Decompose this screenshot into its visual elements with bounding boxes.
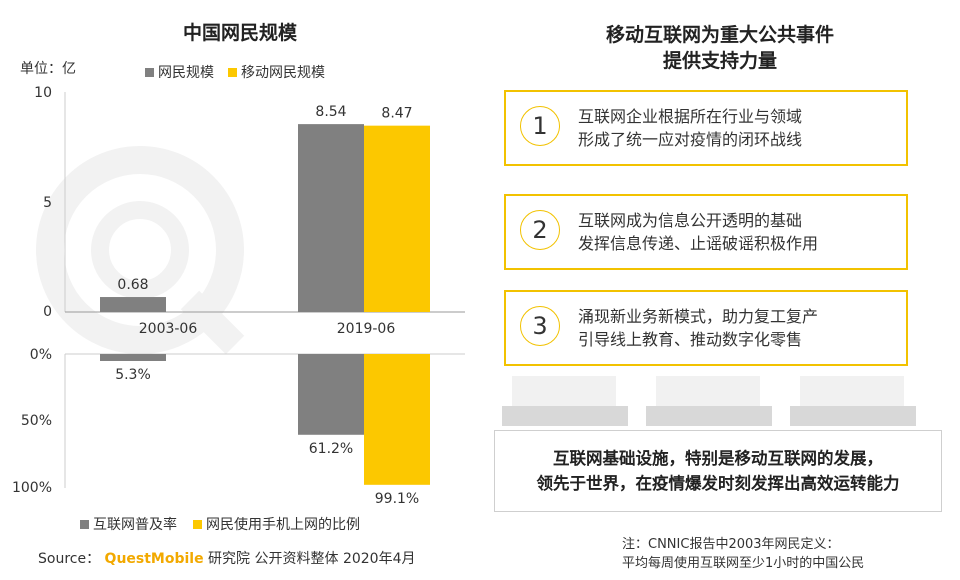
top-ytick-10: 10 bbox=[34, 85, 52, 101]
pillar-base-1 bbox=[502, 406, 628, 426]
conclusion-line2: 领先于世界，在疫情爆发时刻发挥出高效运转能力 bbox=[536, 474, 900, 493]
point-3-line1: 涌现新业务新模式，助力复工复产 bbox=[578, 307, 819, 326]
conclusion-box: 互联网基础设施，特别是移动互联网的发展， 领先于世界，在疫情爆发时刻发挥出高效运… bbox=[494, 430, 942, 512]
legend-swatch-gray-bottom bbox=[80, 519, 89, 529]
pillar-base-3 bbox=[790, 406, 916, 426]
point-text-1: 互联网企业根据所在行业与领域 形成了统一应对疫情的闭环战线 bbox=[578, 105, 802, 151]
pillar-3 bbox=[800, 376, 904, 406]
right-title-line2: 提供支持力量 bbox=[662, 50, 777, 72]
point-text-2: 互联网成为信息公开透明的基础 发挥信息传递、止谣破谣积极作用 bbox=[578, 209, 818, 255]
conclusion-line1: 互联网基础设施，特别是移动互联网的发展， bbox=[553, 449, 883, 468]
source-brand: QuestMobile bbox=[104, 551, 204, 567]
point-card-3: 3 涌现新业务新模式，助力复工复产 引导线上教育、推动数字化零售 bbox=[504, 290, 908, 366]
category-label-2003: 2003-06 bbox=[139, 321, 198, 337]
bar-netizens-2019 bbox=[298, 124, 364, 313]
footnote: 注：CNNIC报告中2003年网民定义： 平均每周使用互联网至少1小时的中国公民 bbox=[622, 535, 864, 573]
unit-label: 单位：亿 bbox=[20, 61, 76, 77]
watermark-logo bbox=[36, 146, 245, 355]
legend-label-mobile-netizens: 移动网民规模 bbox=[241, 65, 325, 81]
pillar-1 bbox=[512, 376, 616, 406]
bar-netizens-2003 bbox=[100, 297, 166, 312]
legend-bottom: 互联网普及率 网民使用手机上网的比例 bbox=[80, 514, 360, 534]
pillar-2 bbox=[656, 376, 760, 406]
legend-swatch-yellow-bottom bbox=[193, 519, 202, 529]
label-mobile-netizens-2019: 8.47 bbox=[381, 106, 412, 122]
category-label-2019: 2019-06 bbox=[337, 321, 396, 337]
bottom-ytick-100: 100% bbox=[12, 480, 52, 496]
top-ytick-5: 5 bbox=[43, 195, 52, 211]
source-suffix: 研究院 公开资料整体 2020年4月 bbox=[203, 551, 416, 567]
label-netizens-2019: 8.54 bbox=[315, 104, 346, 120]
top-ytick-0: 0 bbox=[43, 304, 52, 320]
footnote-line2: 平均每周使用互联网至少1小时的中国公民 bbox=[622, 556, 865, 571]
label-penetration-2003: 5.3% bbox=[115, 367, 151, 383]
bar-mobile-netizens-2019 bbox=[364, 125, 430, 312]
bar-penetration-2003 bbox=[100, 354, 166, 361]
legend-swatch-gray bbox=[145, 67, 154, 77]
point-1-line1: 互联网企业根据所在行业与领域 bbox=[578, 107, 803, 126]
pillar-decoration bbox=[502, 376, 916, 426]
bottom-ytick-50: 50% bbox=[21, 413, 52, 429]
point-card-1: 1 互联网企业根据所在行业与领域 形成了统一应对疫情的闭环战线 bbox=[504, 90, 908, 166]
bottom-ytick-0: 0% bbox=[30, 347, 52, 363]
point-number-2: 2 bbox=[520, 210, 560, 250]
right-title-line1: 移动互联网为重大公共事件 bbox=[605, 24, 834, 46]
bar-penetration-2019 bbox=[298, 354, 364, 435]
legend-label-penetration: 互联网普及率 bbox=[93, 517, 177, 533]
point-text-3: 涌现新业务新模式，助力复工复产 引导线上教育、推动数字化零售 bbox=[578, 305, 818, 351]
legend-swatch-yellow bbox=[228, 67, 237, 77]
pillar-base-2 bbox=[646, 406, 772, 426]
point-1-line2: 形成了统一应对疫情的闭环战线 bbox=[578, 130, 803, 149]
label-netizens-2003: 0.68 bbox=[117, 277, 148, 293]
legend-top: 网民规模 移动网民规模 bbox=[145, 62, 325, 82]
point-2-line2: 发挥信息传递、止谣破谣积极作用 bbox=[578, 234, 819, 253]
footnote-line1: 注：CNNIC报告中2003年网民定义： bbox=[622, 537, 840, 552]
bar-chart: 10 5 0 0% 50% 100% 2003-06 2019-06 0.68 … bbox=[12, 85, 465, 507]
legend-label-netizens: 网民规模 bbox=[158, 65, 214, 81]
point-number-1: 1 bbox=[520, 106, 560, 146]
label-mobile-share-2019: 99.1% bbox=[375, 491, 419, 507]
point-2-line1: 互联网成为信息公开透明的基础 bbox=[578, 211, 803, 230]
left-chart-title: 中国网民规模 bbox=[182, 22, 297, 44]
right-panel-title: 移动互联网为重大公共事件 提供支持力量 bbox=[500, 22, 940, 74]
point-card-2: 2 互联网成为信息公开透明的基础 发挥信息传递、止谣破谣积极作用 bbox=[504, 194, 908, 270]
source-line: Source： QuestMobile 研究院 公开资料整体 2020年4月 bbox=[38, 548, 416, 568]
label-penetration-2019: 61.2% bbox=[309, 441, 353, 457]
source-prefix: Source： bbox=[38, 551, 101, 567]
point-number-3: 3 bbox=[520, 306, 560, 346]
bar-mobile-share-2019 bbox=[364, 354, 430, 485]
legend-label-mobile-share: 网民使用手机上网的比例 bbox=[206, 517, 360, 533]
point-3-line2: 引导线上教育、推动数字化零售 bbox=[578, 330, 803, 349]
